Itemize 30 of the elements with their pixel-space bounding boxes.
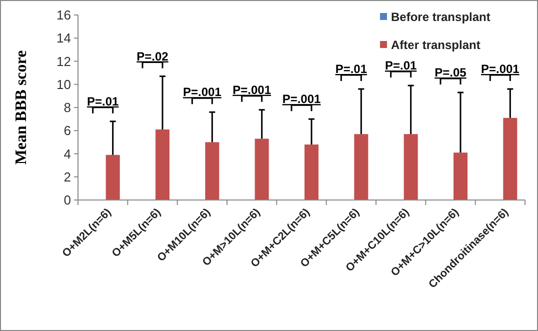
y-tick-label: 0 [64, 192, 71, 208]
y-tick-label: 6 [64, 123, 71, 138]
y-tick-label: 8 [64, 100, 71, 116]
annotation: P=.02 [136, 49, 169, 64]
bar [503, 118, 518, 200]
bar [106, 154, 120, 200]
y-tick-label: 10 [56, 76, 71, 92]
y-tick-label: 2 [64, 169, 71, 184]
annotation: P=.01 [86, 94, 119, 108]
annotation: P=.001 [480, 62, 520, 76]
y-axis-title: Mean BBB score [13, 50, 30, 165]
bar [304, 144, 318, 200]
legend-label: Before transplant [391, 10, 490, 24]
annotation: P=.001 [282, 92, 322, 106]
bar [205, 142, 220, 200]
bar [404, 134, 418, 200]
annotation: P=.01 [384, 58, 417, 73]
y-tick-label: 4 [64, 146, 71, 162]
bar [254, 138, 269, 200]
bar [354, 134, 368, 200]
bar [454, 152, 468, 200]
y-tick-label: 12 [56, 54, 71, 69]
bar [156, 129, 170, 200]
annotation: P=.05 [434, 65, 467, 80]
y-tick-label: 16 [56, 8, 71, 23]
y-tick-label: 14 [56, 30, 71, 46]
legend-label: After transplant [391, 38, 480, 52]
annotation: P=.01 [335, 62, 368, 76]
annotation: P=.001 [182, 85, 222, 100]
annotation: P=.001 [232, 82, 272, 97]
